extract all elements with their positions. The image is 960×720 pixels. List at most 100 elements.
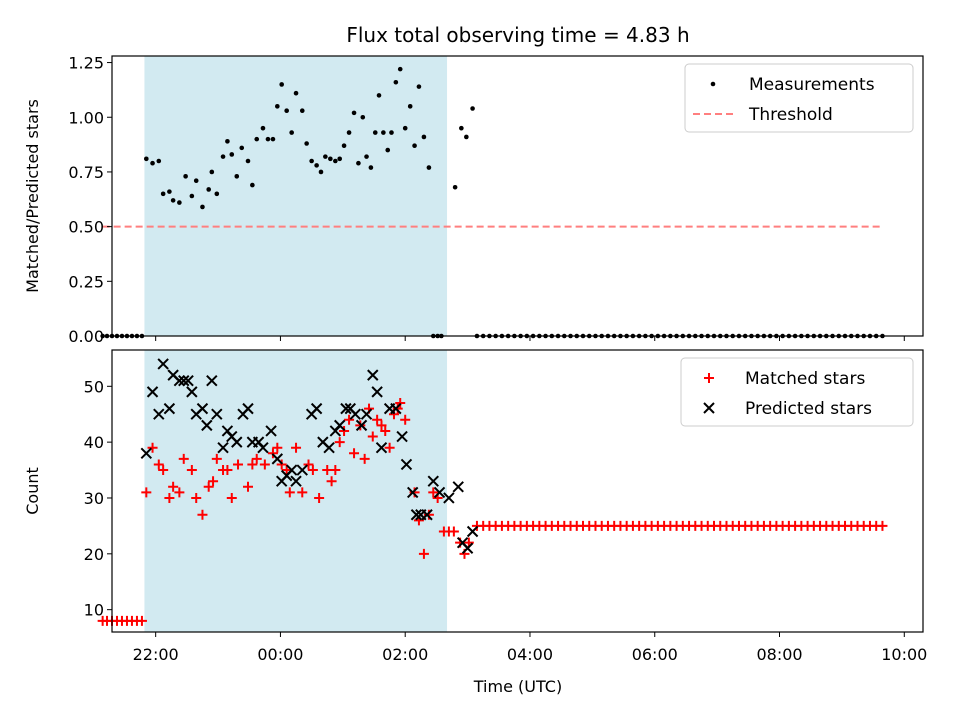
data-point — [163, 402, 176, 415]
data-point — [376, 420, 387, 431]
data-point — [265, 425, 277, 437]
data-point — [284, 487, 295, 498]
data-point — [333, 158, 338, 164]
data-point — [156, 158, 162, 164]
data-point — [214, 191, 220, 197]
data-point — [242, 481, 253, 492]
data-point — [178, 453, 189, 464]
data-point — [270, 136, 276, 142]
data-point — [443, 492, 455, 504]
y-tick-label: 1.25 — [68, 54, 104, 73]
data-point — [245, 158, 251, 164]
series-matched-stars — [97, 398, 888, 626]
data-point — [217, 442, 229, 454]
data-point — [271, 453, 284, 465]
data-point — [257, 442, 269, 454]
data-point — [360, 114, 366, 120]
data-point — [208, 476, 219, 487]
data-point — [407, 104, 413, 109]
legend-top: Measurements Threshold — [684, 63, 914, 133]
legend-marker — [704, 373, 714, 383]
data-point — [328, 156, 333, 162]
legend-marker — [710, 81, 716, 87]
data-point — [470, 106, 475, 111]
data-point — [466, 525, 479, 538]
data-point — [226, 492, 237, 503]
data-point — [209, 169, 215, 175]
data-point — [146, 386, 159, 398]
data-point — [381, 130, 386, 135]
data-point — [393, 79, 399, 85]
data-point — [418, 548, 429, 559]
data-point — [309, 158, 314, 164]
data-point — [173, 375, 186, 387]
data-point — [279, 82, 284, 87]
legend-label: Threshold — [748, 105, 833, 125]
data-point — [364, 154, 369, 159]
data-point — [389, 130, 394, 135]
data-point — [344, 414, 355, 425]
data-point — [284, 108, 289, 113]
data-point — [147, 442, 158, 453]
y-tick-label: 40 — [84, 433, 104, 452]
data-point — [341, 143, 347, 148]
data-point — [289, 130, 294, 135]
data-point — [299, 108, 305, 113]
data-point — [254, 136, 260, 142]
data-point — [351, 110, 357, 116]
data-point — [265, 136, 271, 142]
data-point — [201, 419, 213, 432]
data-point — [170, 198, 176, 203]
data-point — [285, 464, 298, 476]
data-point — [326, 476, 337, 487]
data-point — [222, 465, 233, 476]
data-point — [158, 465, 169, 476]
data-point — [340, 402, 352, 415]
legend-label: Matched stars — [745, 369, 865, 389]
data-point — [310, 402, 323, 415]
data-point — [229, 152, 235, 157]
data-point — [174, 487, 185, 498]
data-point — [167, 189, 172, 194]
data-point — [396, 430, 408, 443]
data-point — [433, 486, 446, 499]
data-point — [144, 156, 149, 162]
data-point — [247, 459, 258, 470]
data-point — [157, 358, 169, 370]
data-point — [239, 145, 245, 151]
x-tick-label: 04:00 — [507, 645, 553, 664]
data-point — [182, 375, 194, 387]
data-point — [397, 66, 403, 72]
data-point — [448, 526, 459, 537]
top-panel: 0.00 0.25 0.50 0.75 1.00 1.25 Matched/Predicte… — [23, 54, 924, 346]
data-point — [160, 191, 166, 197]
data-point — [400, 414, 411, 425]
legend-marker — [703, 402, 715, 414]
data-point — [251, 453, 262, 464]
legend-label: Measurements — [749, 75, 875, 95]
data-point — [314, 163, 319, 168]
y-axis-label-top: Matched/Predicted stars — [23, 99, 42, 293]
data-point — [372, 414, 383, 425]
data-point — [186, 465, 197, 476]
data-point — [368, 165, 374, 170]
data-point — [376, 93, 382, 98]
data-point — [260, 125, 266, 131]
legend-label: Predicted stars — [745, 399, 872, 419]
data-point — [250, 182, 255, 188]
data-point — [296, 464, 308, 476]
data-point — [452, 481, 464, 493]
data-point — [452, 184, 458, 190]
data-point — [231, 436, 243, 448]
data-point — [234, 174, 240, 179]
data-point — [371, 386, 383, 398]
data-point — [402, 125, 408, 131]
data-point — [211, 453, 222, 464]
x-tick-label: 00:00 — [257, 645, 303, 664]
data-point — [427, 475, 439, 487]
data-point — [189, 193, 195, 199]
axes-frame — [111, 55, 924, 337]
data-point — [421, 509, 433, 521]
data-point — [291, 442, 302, 453]
